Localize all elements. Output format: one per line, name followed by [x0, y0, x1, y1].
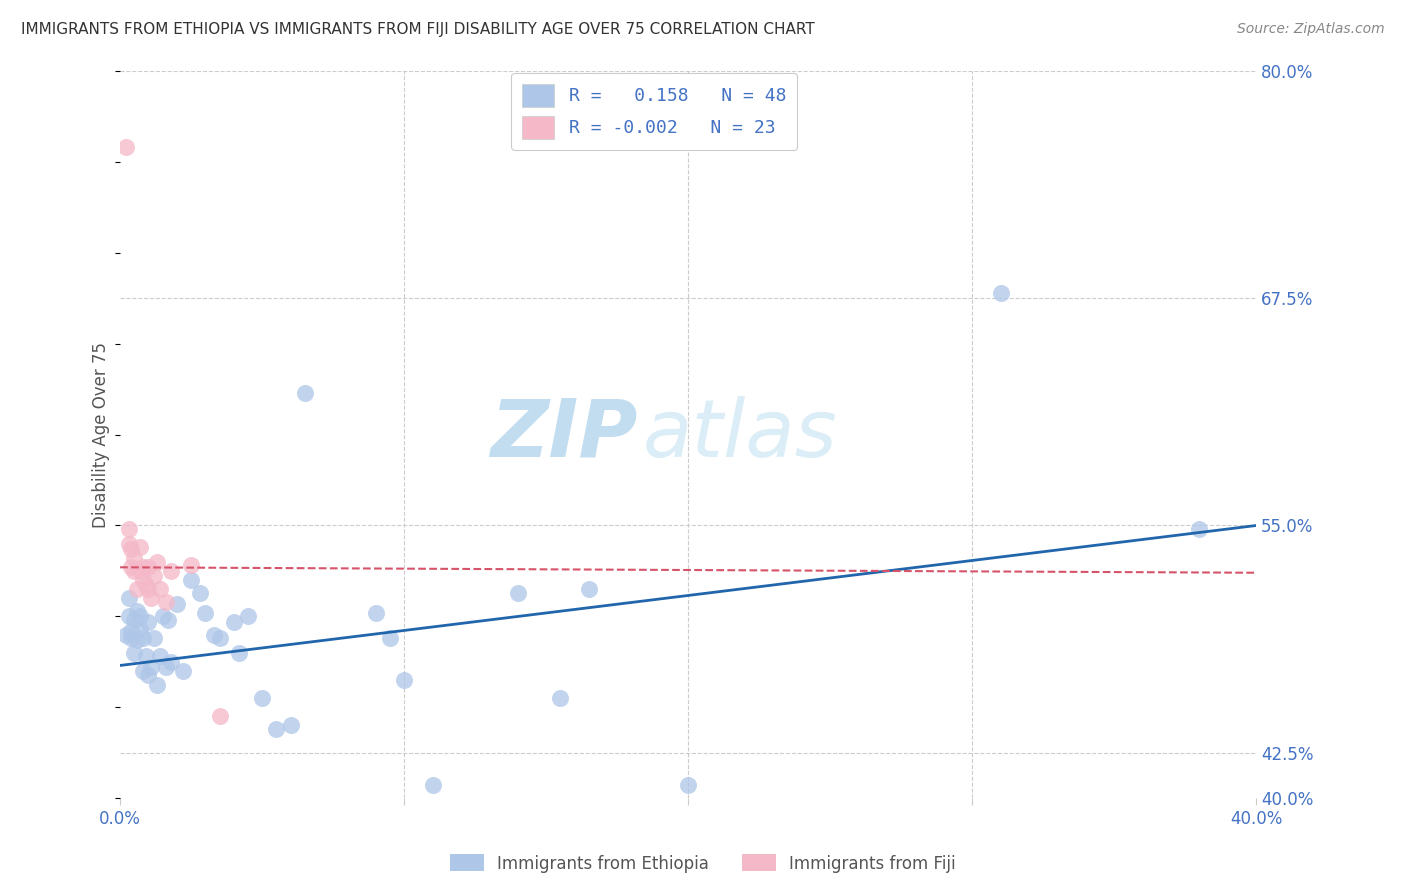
Text: atlas: atlas [643, 395, 838, 474]
Point [138, 667, 160, 681]
Point [378, 631, 401, 645]
Point [155, 595, 177, 609]
Point [208, 631, 231, 645]
Point [676, 779, 699, 793]
Point [208, 709, 231, 723]
Y-axis label: Disability Age Over 75: Disability Age Over 75 [93, 342, 110, 527]
Point [124, 613, 146, 627]
Text: ZIP: ZIP [489, 395, 637, 474]
Point [392, 673, 415, 687]
Point [155, 660, 177, 674]
Point [294, 385, 316, 400]
Point [143, 631, 166, 645]
Point [117, 591, 139, 606]
Point [117, 522, 139, 536]
Point [202, 627, 225, 641]
Point [135, 649, 157, 664]
Text: Source: ZipAtlas.com: Source: ZipAtlas.com [1237, 22, 1385, 37]
Point [160, 655, 183, 669]
Point [114, 140, 136, 154]
Point [364, 606, 387, 620]
Point [180, 558, 202, 573]
Point [266, 722, 288, 736]
Point [166, 597, 188, 611]
Point [127, 604, 149, 618]
Point [228, 646, 250, 660]
Point [120, 624, 142, 638]
Point [124, 646, 146, 660]
Point [117, 609, 139, 624]
Point [132, 573, 155, 587]
Point [132, 631, 155, 645]
Point [120, 542, 142, 557]
Point [222, 615, 245, 629]
Point [124, 551, 146, 566]
Point [250, 691, 273, 706]
Point [138, 560, 160, 574]
Point [143, 569, 166, 583]
Point [129, 564, 152, 578]
Point [114, 627, 136, 641]
Point [141, 591, 163, 606]
Point [160, 564, 183, 578]
Point [180, 573, 202, 587]
Point [135, 578, 157, 592]
Point [120, 560, 142, 574]
Point [124, 564, 146, 578]
Point [146, 678, 169, 692]
Legend: R =   0.158   N = 48, R = -0.002   N = 23: R = 0.158 N = 48, R = -0.002 N = 23 [510, 73, 797, 150]
Point [149, 582, 172, 596]
Point [188, 586, 211, 600]
Point [117, 536, 139, 550]
Point [129, 609, 152, 624]
Point [138, 582, 160, 596]
Point [141, 660, 163, 674]
Point [550, 691, 572, 706]
Point [578, 582, 600, 596]
Point [157, 613, 180, 627]
Point [132, 560, 155, 574]
Text: IMMIGRANTS FROM ETHIOPIA VS IMMIGRANTS FROM FIJI DISABILITY AGE OVER 75 CORRELAT: IMMIGRANTS FROM ETHIOPIA VS IMMIGRANTS F… [21, 22, 815, 37]
Point [129, 622, 152, 636]
Point [132, 664, 155, 678]
Point [129, 541, 152, 555]
Point [152, 609, 174, 624]
Point [194, 606, 217, 620]
Point [120, 631, 142, 645]
Point [990, 285, 1012, 300]
Legend: Immigrants from Ethiopia, Immigrants from Fiji: Immigrants from Ethiopia, Immigrants fro… [444, 847, 962, 880]
Point [280, 718, 302, 732]
Point [172, 664, 194, 678]
Point [146, 555, 169, 569]
Point [422, 779, 444, 793]
Point [149, 649, 172, 664]
Point [236, 609, 259, 624]
Point [138, 615, 160, 629]
Point [506, 586, 529, 600]
Point [1188, 522, 1211, 536]
Point [127, 632, 149, 647]
Point [127, 582, 149, 596]
